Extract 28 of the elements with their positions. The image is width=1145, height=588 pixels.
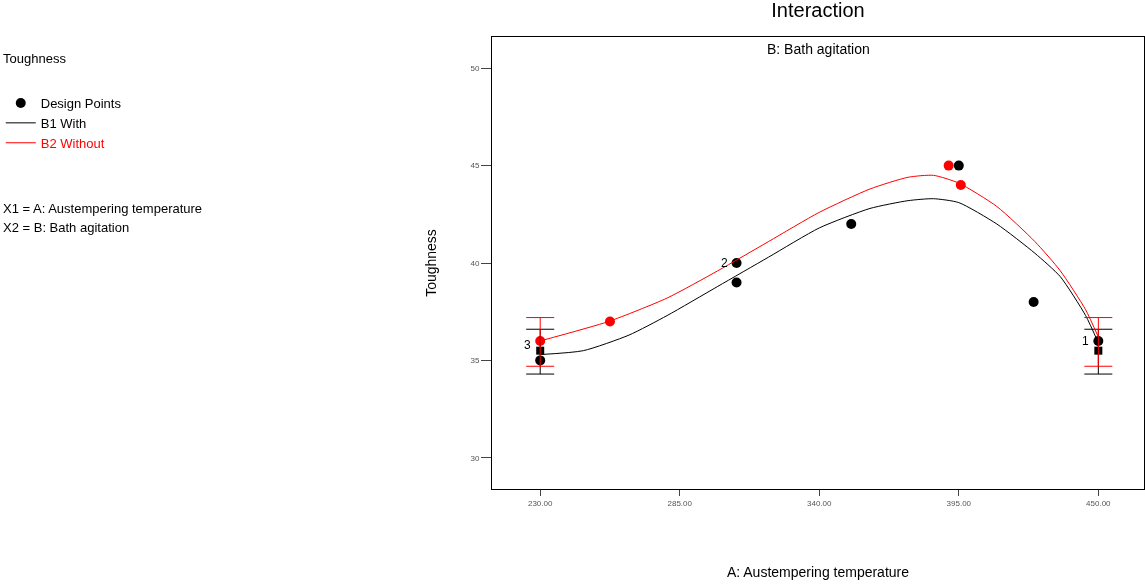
text: X1 = A: Austempering temperature [3,201,203,216]
y-tick-label: 35 [470,356,480,366]
x-tick-label: 395.00 [946,498,972,508]
annotation: 1 [1082,334,1089,348]
point [731,277,742,288]
x-axis-title: A: Austempering temperature [726,563,910,580]
x-tick-label: 450.00 [1086,498,1112,508]
y-tick-label: 30 [470,453,480,463]
chart-title: Interaction [771,0,865,21]
y-tick-label: 50 [470,63,480,73]
y-tick-label: 45 [470,161,480,171]
text: Toughness [3,51,67,66]
y-tick-label: 40 [470,258,480,268]
point [943,160,954,171]
annotation: 3 [524,338,531,352]
point [1028,296,1039,307]
x-tick-label: 340.00 [807,498,833,508]
x-tick-label: 285.00 [667,498,693,508]
y-axis-title: Toughness [423,229,440,297]
x-tick-label: 230.00 [527,498,553,508]
chart-subtitle: B: Bath agitation [767,41,870,57]
point [953,160,964,171]
legend-label: B2 Without [40,135,105,151]
point [846,219,857,230]
text: X2 = B: Bath agitation [3,220,130,235]
legend-label: B1 With [40,115,87,131]
annotation: 2 [721,256,728,270]
legend-label: Design Points [40,96,122,112]
